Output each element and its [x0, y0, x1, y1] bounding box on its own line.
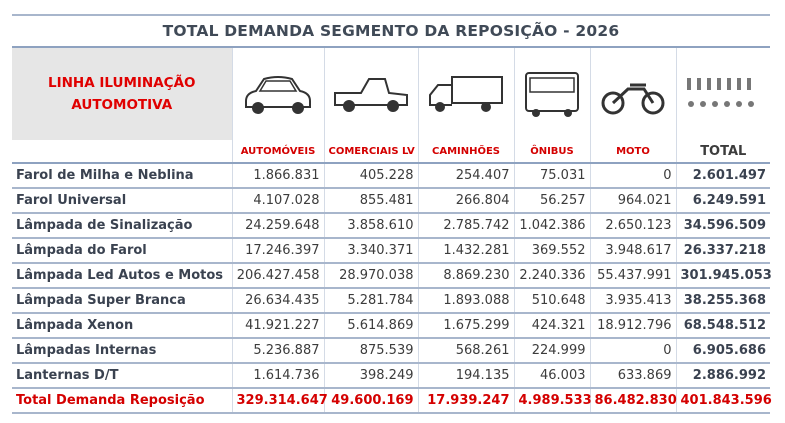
cell-value: 41.921.227: [231, 313, 324, 339]
demand-table-container: TOTAL DEMANDA SEGMENTO DA REPOSIÇÃO - 20…: [12, 14, 772, 414]
bus-icon: [513, 48, 590, 140]
cell-value: 369.552: [513, 238, 590, 264]
row-label: Farol Universal: [12, 188, 232, 214]
cell-value: 6.905.686: [675, 338, 770, 364]
cell-value: 4.989.533: [513, 388, 592, 414]
col-header-moto: MOTO: [589, 140, 676, 164]
image-row: LINHA ILUMINAÇÃO AUTOMOTIVA: [12, 48, 770, 140]
cell-value: 2.886.992: [675, 363, 770, 389]
cell-value: 18.912.796: [589, 313, 676, 339]
row-label: Lâmpada de Sinalização: [12, 213, 232, 239]
cell-value: 86.482.830: [589, 388, 677, 414]
col-header-caminhoes: CAMINHÕES: [417, 140, 514, 164]
table-row: Lâmpada Led Autos e Motos 206.427.458 28.9…: [12, 263, 772, 289]
cell-value: 2.240.336: [513, 263, 590, 289]
cell-value: 1.866.831: [231, 163, 324, 189]
row-label: Lâmpadas Internas: [12, 338, 232, 364]
table-row: Lanternas D/T 1.614.736 398.249 194.135 46.0…: [12, 363, 770, 389]
row-label: Farol de Milha e Neblina: [12, 163, 232, 189]
cell-value: 55.437.991: [589, 263, 676, 289]
cell-value: 17.939.247: [417, 388, 514, 414]
cell-value: 6.249.591: [675, 188, 770, 214]
row-label: Lâmpada Led Autos e Motos: [12, 263, 232, 289]
cell-value: 8.869.230: [417, 263, 514, 289]
cell-value: 301.945.053: [675, 263, 772, 289]
cell-value: 5.281.784: [323, 288, 418, 314]
cell-value: 5.236.887: [231, 338, 324, 364]
row-label: Lâmpada Super Branca: [12, 288, 232, 314]
line-label: LINHA ILUMINAÇÃO AUTOMOTIVA: [12, 48, 232, 140]
cell-value: 26.337.218: [675, 238, 770, 264]
car-icon: [231, 48, 324, 140]
cell-value: 398.249: [323, 363, 418, 389]
cell-value: 424.321: [513, 313, 590, 339]
table-row: Lâmpada do Farol 17.246.397 3.340.371 1.432…: [12, 238, 770, 264]
table-row: Farol Universal 4.107.028 855.481 266.804 56…: [12, 188, 770, 214]
cell-value: 17.246.397: [231, 238, 324, 264]
cell-value: 194.135: [417, 363, 514, 389]
truck-icon: [417, 48, 514, 140]
lamps-icon: [675, 48, 770, 140]
col-header-automoveis: AUTOMÓVEIS: [231, 140, 324, 164]
cell-value: 405.228: [323, 163, 418, 189]
table-row: Lâmpada Xenon 41.921.227 5.614.869 1.675.29…: [12, 313, 770, 339]
cell-value: 1.893.088: [417, 288, 514, 314]
cell-value: 24.259.648: [231, 213, 324, 239]
cell-value: 329.314.647: [231, 388, 328, 414]
demand-table: LINHA ILUMINAÇÃO AUTOMOTIVA AUTOMÓVEIS C…: [12, 48, 772, 414]
cell-value: 266.804: [417, 188, 514, 214]
col-header-total: TOTAL: [675, 140, 770, 164]
cell-value: 1.614.736: [231, 363, 324, 389]
table-row: Lâmpada de Sinalização 24.259.648 3.858.61…: [12, 213, 770, 239]
cell-value: 0: [589, 338, 676, 364]
cell-value: 49.600.169: [323, 388, 418, 414]
cell-value: 56.257: [513, 188, 590, 214]
row-label: Lâmpada do Farol: [12, 238, 232, 264]
cell-value: 3.340.371: [323, 238, 418, 264]
pickup-truck-icon: [323, 48, 418, 140]
cell-value: 254.407: [417, 163, 514, 189]
cell-value: 75.031: [513, 163, 590, 189]
cell-value: 3.935.413: [589, 288, 676, 314]
cell-value: 2.785.742: [417, 213, 514, 239]
cell-value: 875.539: [323, 338, 418, 364]
table-row: Lâmpadas Internas 5.236.887 875.539 568.261…: [12, 338, 770, 364]
cell-value: 224.999: [513, 338, 590, 364]
cell-value: 28.970.038: [323, 263, 418, 289]
cell-value: 855.481: [323, 188, 418, 214]
cell-value: 0: [589, 163, 676, 189]
cell-value: 2.650.123: [589, 213, 676, 239]
cell-value: 206.427.458: [231, 263, 324, 289]
col-header-comerciais-lv: COMERCIAIS LV: [323, 140, 418, 164]
cell-value: 568.261: [417, 338, 514, 364]
col-header-onibus: ÔNIBUS: [513, 140, 590, 164]
table-row: Farol de Milha e Neblina 1.866.831 405.228…: [12, 163, 770, 189]
row-label: Lanternas D/T: [12, 363, 232, 389]
cell-value: 401.843.596: [675, 388, 772, 414]
row-label: Total Demanda Reposição: [12, 388, 232, 414]
cell-value: 3.948.617: [589, 238, 676, 264]
cell-value: 633.869: [589, 363, 676, 389]
cell-value: 1.042.386: [513, 213, 590, 239]
cell-value: 34.596.509: [675, 213, 770, 239]
cell-value: 510.648: [513, 288, 590, 314]
motorcycle-icon: [589, 48, 676, 140]
cell-value: 3.858.610: [323, 213, 418, 239]
row-label: Lâmpada Xenon: [12, 313, 232, 339]
cell-value: 1.432.281: [417, 238, 514, 264]
cell-value: 26.634.435: [231, 288, 324, 314]
cell-value: 38.255.368: [675, 288, 770, 314]
table-title: TOTAL DEMANDA SEGMENTO DA REPOSIÇÃO - 20…: [12, 14, 770, 48]
cell-value: 68.548.512: [675, 313, 770, 339]
cell-value: 1.675.299: [417, 313, 514, 339]
cell-value: 46.003: [513, 363, 590, 389]
cell-value: 964.021: [589, 188, 676, 214]
cell-value: 5.614.869: [323, 313, 418, 339]
header-row: AUTOMÓVEIS COMERCIAIS LV CAMINHÕES ÔNIBU…: [12, 140, 770, 164]
cell-value: 2.601.497: [675, 163, 770, 189]
cell-value: 4.107.028: [231, 188, 324, 214]
total-row: Total Demanda Reposição 329.314.647 49.600…: [12, 388, 772, 414]
table-row: Lâmpada Super Branca 26.634.435 5.281.784 1…: [12, 288, 770, 314]
